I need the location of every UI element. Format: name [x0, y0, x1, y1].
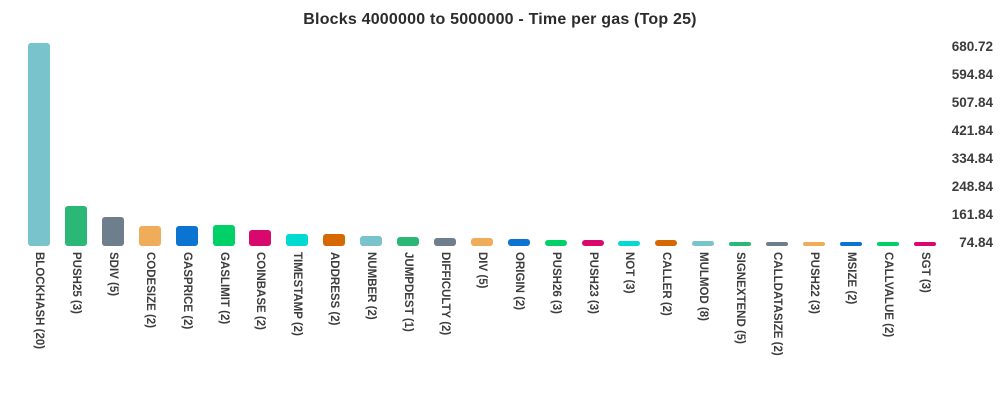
bar-address[interactable]	[323, 234, 346, 246]
bar-number[interactable]	[360, 236, 383, 246]
x-axis-label: CALLVALUE (2)	[881, 252, 894, 338]
bar-gaslimit[interactable]	[212, 225, 235, 246]
bar-sgt[interactable]	[913, 241, 936, 246]
bar-push23[interactable]	[581, 240, 604, 246]
bar-codesize[interactable]	[138, 226, 161, 246]
x-axis-label: BLOCKHASH (20)	[33, 252, 45, 350]
y-axis-tick-label: 507.84	[951, 95, 993, 110]
bar-push25[interactable]	[64, 205, 87, 246]
x-axis-label: CALLER (2)	[660, 252, 673, 316]
bar-mulmod[interactable]	[692, 241, 715, 246]
x-axis-label: MULMOD (8)	[697, 252, 710, 321]
x-axis-label: NOT (3)	[623, 252, 636, 294]
x-axis-label: DIFFICULTY (2)	[438, 252, 451, 336]
x-axis-label: CALLDATASIZE (2)	[771, 252, 783, 356]
bar-div[interactable]	[470, 238, 493, 246]
y-axis-tick-label: 334.84	[951, 151, 993, 166]
bar-calldatasize[interactable]	[766, 241, 788, 246]
bar-sdiv[interactable]	[101, 216, 124, 246]
bar-signextend[interactable]	[729, 241, 752, 246]
bar-msize[interactable]	[839, 241, 862, 246]
x-axis-label: SGT (3)	[918, 252, 931, 293]
bar-jumpdest[interactable]	[397, 237, 419, 246]
chart-title: Blocks 4000000 to 5000000 - Time per gas…	[303, 11, 697, 28]
bar-callvalue[interactable]	[876, 241, 899, 246]
bar-blockhash[interactable]	[28, 43, 50, 246]
y-axis-tick-label: 594.84	[951, 67, 993, 82]
y-axis-tick-label: 248.84	[951, 179, 993, 194]
bar-difficulty[interactable]	[433, 238, 456, 246]
bar-push26[interactable]	[544, 239, 567, 246]
x-axis-label: TIMESTAMP (2)	[291, 252, 304, 336]
y-axis-tick-label: 161.84	[951, 207, 993, 222]
x-axis-label: PUSH25 (3)	[69, 252, 82, 314]
x-axis-label: ADDRESS (2)	[328, 252, 341, 326]
x-axis-label: GASPRICE (2)	[180, 252, 193, 330]
x-axis-label: ORIGIN (2)	[512, 252, 525, 311]
bar-origin[interactable]	[507, 239, 530, 246]
y-axis-tick-label: 680.72	[951, 39, 993, 54]
x-axis-label: COINBASE (2)	[254, 252, 267, 330]
x-axis-label: PUSH26 (3)	[549, 252, 562, 314]
x-axis-label: JUMPDEST (1)	[402, 252, 414, 332]
x-axis-label: NUMBER (2)	[365, 252, 378, 320]
x-axis-label: MSIZE (2)	[844, 252, 857, 305]
bar-not[interactable]	[618, 240, 641, 246]
x-axis-label: DIV (5)	[475, 252, 488, 289]
bar-coinbase[interactable]	[249, 230, 272, 246]
bar-push22[interactable]	[802, 241, 825, 246]
x-axis-label: PUSH22 (3)	[807, 252, 820, 314]
x-axis-label: GASLIMIT (2)	[217, 252, 230, 325]
x-axis-label: SIGNEXTEND (5)	[734, 252, 747, 345]
x-axis-label: CODESIZE (2)	[143, 252, 156, 329]
y-axis-tick-label: 74.84	[959, 235, 993, 250]
bar-caller[interactable]	[655, 240, 678, 246]
y-axis-tick-label: 421.84	[951, 123, 993, 138]
x-axis-label: SDIV (5)	[106, 252, 119, 297]
bar-gasprice[interactable]	[175, 226, 198, 246]
bar-timestamp[interactable]	[286, 234, 309, 246]
x-axis-label: PUSH23 (3)	[586, 252, 599, 314]
